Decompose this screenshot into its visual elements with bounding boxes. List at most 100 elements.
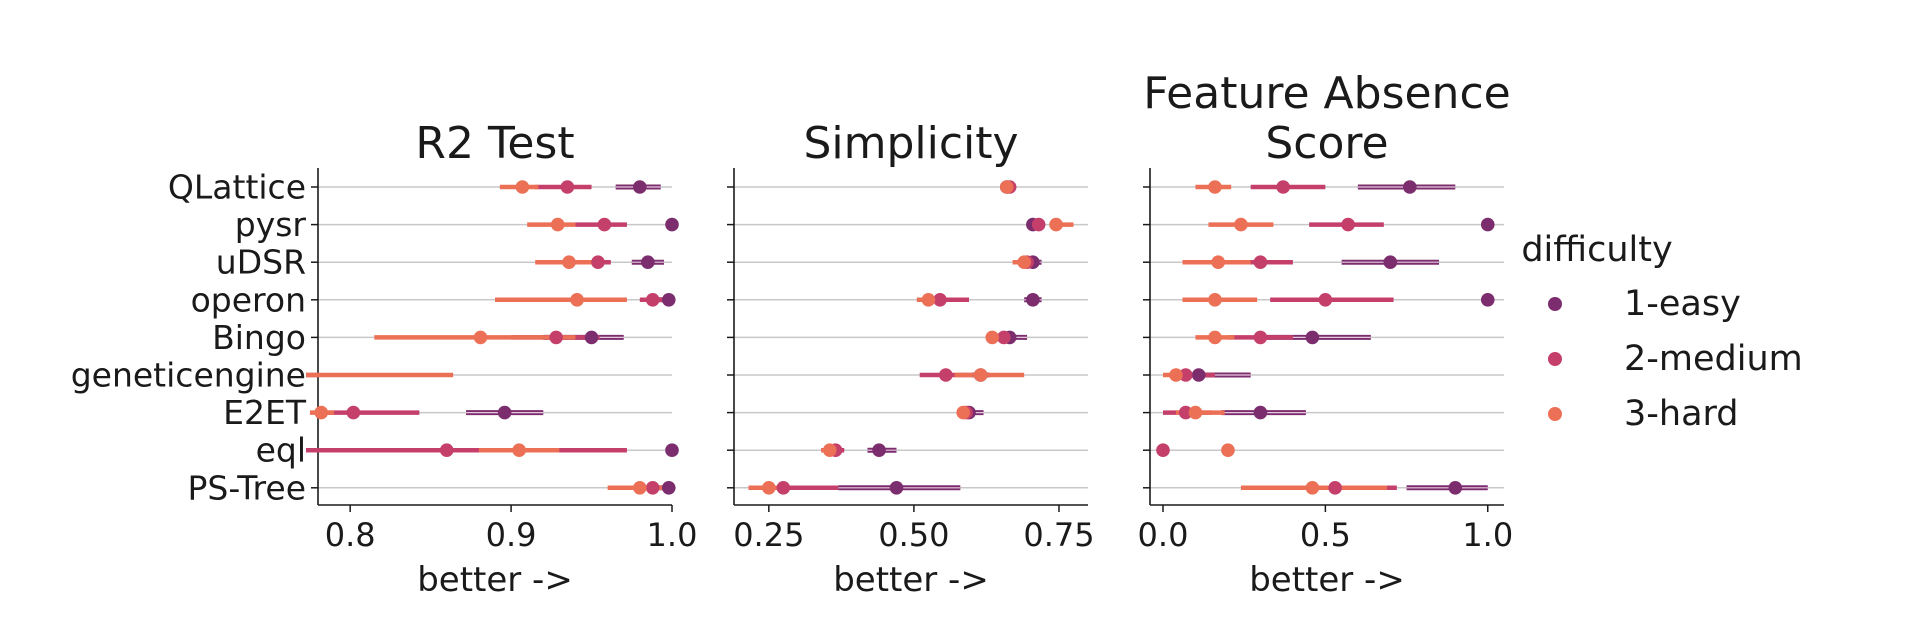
points-2-medium <box>346 180 660 495</box>
point-operon <box>1026 293 1040 307</box>
x-tick-label: 0.8 <box>325 516 376 554</box>
category-label-udsr: uDSR <box>216 243 306 282</box>
x-tick-label: 0.75 <box>1023 516 1094 554</box>
point-operon <box>661 293 676 307</box>
point-bingo <box>549 330 563 345</box>
point-eql <box>1156 443 1170 458</box>
legend: difficulty 1-easy 2-medium 3-hard <box>1521 230 1802 434</box>
category-label-qlattice: QLattice <box>168 168 306 207</box>
point-e2et <box>314 405 329 420</box>
point-udsr <box>1017 255 1031 269</box>
point-udsr <box>591 255 605 269</box>
point-operon <box>1318 293 1333 307</box>
point-bingo <box>584 330 599 345</box>
x-tick-label: 1.0 <box>1462 516 1513 554</box>
point-geneticengine <box>973 368 988 382</box>
point-operon <box>1480 293 1495 307</box>
category-label-bingo: Bingo <box>212 318 306 357</box>
legend-title: difficulty <box>1521 230 1672 270</box>
point-qlattice <box>515 180 530 194</box>
point-eql <box>1221 443 1235 458</box>
x-axis-label: better -> <box>417 560 573 600</box>
point-bingo <box>473 330 488 345</box>
point-qlattice <box>560 180 575 194</box>
x-axis-label: better -> <box>833 560 989 600</box>
point-operon <box>921 293 936 307</box>
marks <box>1156 180 1495 495</box>
point-eql <box>512 443 526 458</box>
point-bingo <box>1208 330 1222 345</box>
legend-marker <box>1548 352 1562 366</box>
point-eql <box>439 443 454 458</box>
x-axis-label: better -> <box>1249 560 1405 600</box>
point-ps-tree <box>762 481 776 495</box>
legend-marker <box>1548 407 1562 421</box>
points-3-hard <box>314 180 647 495</box>
points-3-hard <box>1169 180 1320 495</box>
point-operon <box>1208 293 1222 307</box>
legend-label: 2-medium <box>1624 339 1803 379</box>
point-pysr <box>1480 217 1495 232</box>
point-bingo <box>985 330 1000 345</box>
point-udsr <box>562 255 576 269</box>
point-pysr <box>597 217 612 232</box>
point-ps-tree <box>645 481 660 495</box>
point-qlattice <box>1208 180 1222 194</box>
point-eql <box>822 443 837 458</box>
point-e2et <box>497 405 512 420</box>
marks <box>306 180 679 495</box>
point-eql <box>872 443 886 458</box>
panel-title: Simplicity <box>803 118 1018 169</box>
category-label-geneticengine: geneticengine <box>71 356 306 395</box>
points-3-hard <box>762 180 1063 495</box>
panel-title: R2 Test <box>415 118 574 169</box>
point-ps-tree <box>1328 481 1342 495</box>
point-e2et <box>1253 405 1268 420</box>
x-tick-label: 0.5 <box>1300 516 1351 554</box>
panel-2: Simplicity 0.25 0.50 0.75 better -> <box>727 118 1095 600</box>
x-tick-label: 0.9 <box>486 516 537 554</box>
point-e2et <box>346 405 361 420</box>
point-geneticengine <box>1178 368 1193 382</box>
point-pysr <box>665 217 679 232</box>
point-e2et <box>1188 405 1203 420</box>
point-ps-tree <box>889 481 904 495</box>
point-ps-tree <box>633 481 647 495</box>
legend-label: 3-hard <box>1624 394 1739 434</box>
point-bingo <box>1253 330 1268 345</box>
category-label-e2et: E2ET <box>223 393 307 432</box>
point-ps-tree <box>1305 481 1320 495</box>
point-pysr <box>550 217 565 232</box>
category-label-pysr: pysr <box>235 205 307 244</box>
point-qlattice <box>633 180 647 194</box>
point-operon <box>645 293 660 307</box>
points-1-easy <box>497 180 679 495</box>
point-ps-tree <box>776 481 791 495</box>
point-ps-tree <box>661 481 676 495</box>
panel-1: R2 Test 0.8 0.9 1.0 better -> <box>306 118 698 600</box>
point-geneticengine <box>939 368 953 382</box>
legend-marker <box>1548 297 1562 311</box>
point-qlattice <box>999 180 1014 194</box>
point-udsr <box>1253 255 1268 269</box>
point-udsr <box>1211 255 1226 269</box>
point-pysr <box>1234 217 1248 232</box>
point-bingo <box>997 330 1011 345</box>
point-qlattice <box>1276 180 1290 194</box>
point-operon <box>570 293 584 307</box>
point-ps-tree <box>1448 481 1463 495</box>
point-operon <box>933 293 947 307</box>
category-label-ps-tree: PS-Tree <box>188 468 306 507</box>
panel-title-line-2: Score <box>1265 118 1388 169</box>
panel-title-line-1: Feature Absence <box>1143 68 1510 119</box>
point-qlattice <box>1403 180 1417 194</box>
x-tick-label: 0.0 <box>1138 516 1189 554</box>
category-label-eql: eql <box>256 431 306 470</box>
marks <box>748 180 1074 495</box>
point-e2et <box>1178 405 1193 420</box>
points-2-medium <box>1156 180 1355 495</box>
category-label-operon: operon <box>191 280 306 319</box>
x-tick-label: 1.0 <box>647 516 698 554</box>
